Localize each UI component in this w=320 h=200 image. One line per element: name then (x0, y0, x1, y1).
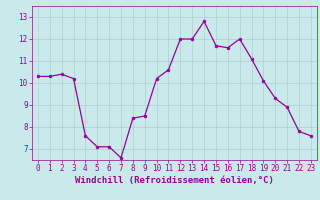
X-axis label: Windchill (Refroidissement éolien,°C): Windchill (Refroidissement éolien,°C) (75, 176, 274, 185)
